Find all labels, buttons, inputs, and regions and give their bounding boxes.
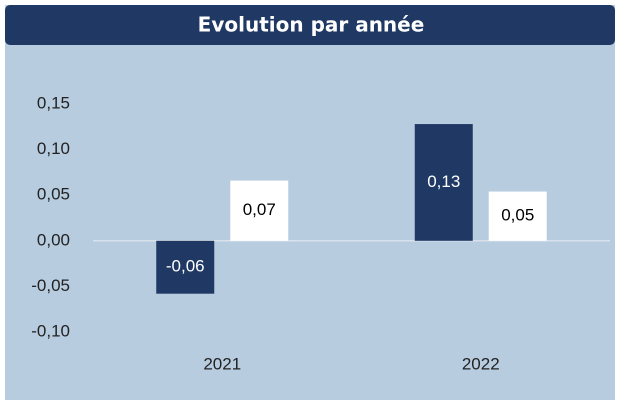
- data-label: 0,13: [427, 172, 460, 191]
- x-tick-label: 2022: [462, 354, 500, 373]
- x-tick-label: 2021: [203, 354, 241, 373]
- bar: [414, 124, 473, 241]
- title-bar: [5, 5, 615, 45]
- y-tick-label: 0,05: [37, 185, 70, 204]
- data-label: 0,05: [501, 206, 534, 225]
- bar: [156, 240, 215, 294]
- data-label: -0,06: [166, 257, 205, 276]
- y-tick-label: 0,15: [37, 93, 70, 112]
- chart-title: Evolution par année: [198, 13, 425, 37]
- bar: [488, 191, 547, 241]
- y-tick-label: -0,05: [31, 276, 70, 295]
- y-tick-label: 0,00: [37, 230, 70, 249]
- y-tick-label: -0,10: [31, 321, 70, 340]
- y-tick-label: 0,10: [37, 139, 70, 158]
- bar: [230, 180, 289, 241]
- data-label: 0,07: [243, 200, 276, 219]
